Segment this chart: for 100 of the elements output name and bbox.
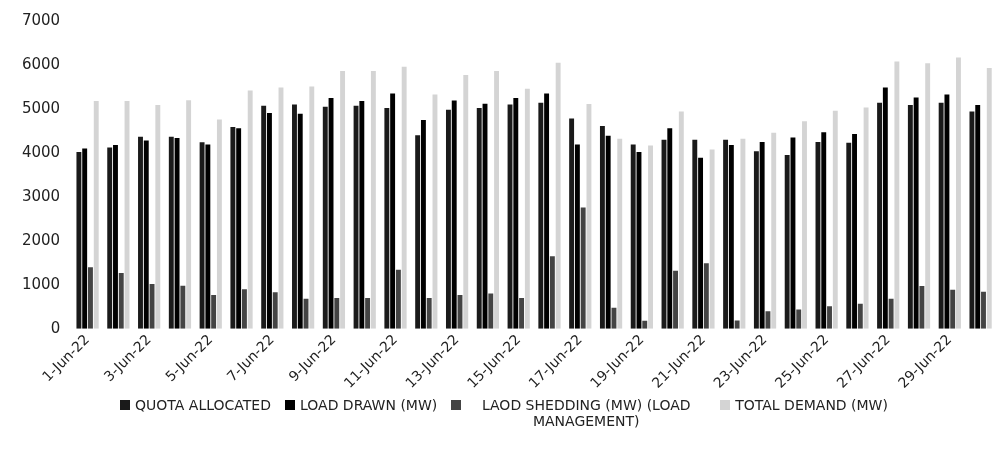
bar bbox=[216, 119, 222, 329]
y-tick-label: 1000 bbox=[21, 274, 61, 293]
bar bbox=[395, 269, 401, 329]
bar bbox=[168, 136, 174, 329]
bar bbox=[765, 311, 771, 329]
bar bbox=[790, 137, 796, 329]
bar bbox=[463, 75, 469, 329]
bar bbox=[673, 270, 678, 329]
bar bbox=[272, 292, 278, 329]
bar bbox=[827, 306, 832, 329]
bar bbox=[667, 128, 673, 329]
bar bbox=[734, 320, 740, 329]
bar bbox=[309, 86, 315, 329]
bar bbox=[241, 289, 247, 329]
bar bbox=[925, 63, 931, 329]
bar bbox=[698, 157, 704, 329]
y-tick-label: 4000 bbox=[21, 142, 61, 161]
bar bbox=[580, 207, 586, 329]
bar bbox=[513, 97, 519, 329]
legend-label: TOTAL DEMAND (MW) bbox=[735, 397, 888, 413]
bar bbox=[538, 102, 544, 329]
bar bbox=[359, 101, 365, 329]
bar bbox=[975, 104, 981, 329]
bar bbox=[981, 291, 986, 329]
bar bbox=[186, 100, 192, 329]
bar bbox=[723, 139, 729, 329]
bar bbox=[113, 144, 118, 329]
bar bbox=[138, 136, 143, 329]
bar bbox=[205, 144, 211, 329]
bar bbox=[846, 142, 852, 329]
bar bbox=[292, 104, 297, 329]
bar bbox=[174, 137, 180, 329]
bar bbox=[370, 71, 376, 329]
bar bbox=[384, 108, 390, 329]
legend-label: LOAD DRAWN (MW) bbox=[299, 397, 438, 413]
bar bbox=[488, 293, 494, 329]
bar bbox=[420, 119, 426, 329]
bar bbox=[692, 139, 698, 329]
bar bbox=[549, 256, 555, 329]
bar bbox=[149, 283, 155, 329]
bar bbox=[494, 71, 500, 329]
bar bbox=[247, 90, 253, 329]
bar bbox=[544, 93, 550, 329]
bar bbox=[802, 121, 807, 329]
bar bbox=[888, 298, 894, 329]
bar bbox=[93, 101, 99, 329]
bar bbox=[919, 286, 925, 329]
bar bbox=[180, 285, 186, 329]
bar bbox=[877, 102, 883, 329]
legend-label: LAOD SHEDDING (MW) (LOAD MANAGEMENT) bbox=[480, 397, 692, 429]
bar bbox=[630, 144, 636, 329]
bar bbox=[390, 93, 396, 329]
bar bbox=[753, 151, 759, 329]
bar bbox=[76, 152, 82, 329]
bar bbox=[199, 142, 205, 329]
bar bbox=[334, 297, 340, 329]
bar bbox=[599, 126, 605, 329]
bar bbox=[261, 105, 267, 329]
y-tick-label: 6000 bbox=[21, 54, 61, 73]
bar bbox=[986, 68, 992, 329]
bar bbox=[740, 138, 746, 329]
bar bbox=[340, 71, 346, 329]
bar bbox=[401, 66, 407, 329]
bar bbox=[82, 148, 88, 329]
bar bbox=[586, 104, 592, 329]
bar bbox=[913, 97, 919, 329]
bar bbox=[322, 106, 328, 329]
bar bbox=[267, 112, 272, 329]
bar bbox=[445, 109, 451, 329]
bar bbox=[894, 61, 900, 329]
bar bbox=[956, 57, 961, 329]
bar bbox=[236, 128, 242, 329]
bar bbox=[709, 149, 715, 329]
bar bbox=[88, 267, 93, 329]
bar bbox=[211, 294, 217, 329]
bar bbox=[728, 144, 734, 329]
bar bbox=[555, 62, 561, 329]
y-tick-label: 0 bbox=[50, 318, 61, 337]
bar bbox=[648, 145, 653, 329]
bar bbox=[944, 94, 950, 329]
bar bbox=[353, 105, 359, 329]
bar bbox=[857, 303, 863, 329]
bar bbox=[415, 135, 421, 329]
bar bbox=[524, 88, 530, 329]
bar bbox=[297, 113, 303, 329]
bar bbox=[476, 108, 482, 329]
y-tick-label: 5000 bbox=[21, 98, 61, 117]
bar bbox=[365, 297, 371, 329]
bar bbox=[426, 297, 432, 329]
bar bbox=[938, 102, 944, 329]
bar bbox=[950, 289, 956, 329]
bar bbox=[118, 272, 124, 329]
bar bbox=[605, 135, 611, 329]
legend-label: QUOTA ALLOCATED bbox=[135, 397, 271, 413]
bar bbox=[143, 140, 149, 329]
bar bbox=[617, 138, 623, 329]
bar bbox=[678, 111, 684, 329]
bar bbox=[759, 141, 765, 329]
bar bbox=[574, 144, 580, 329]
bar bbox=[784, 155, 790, 329]
